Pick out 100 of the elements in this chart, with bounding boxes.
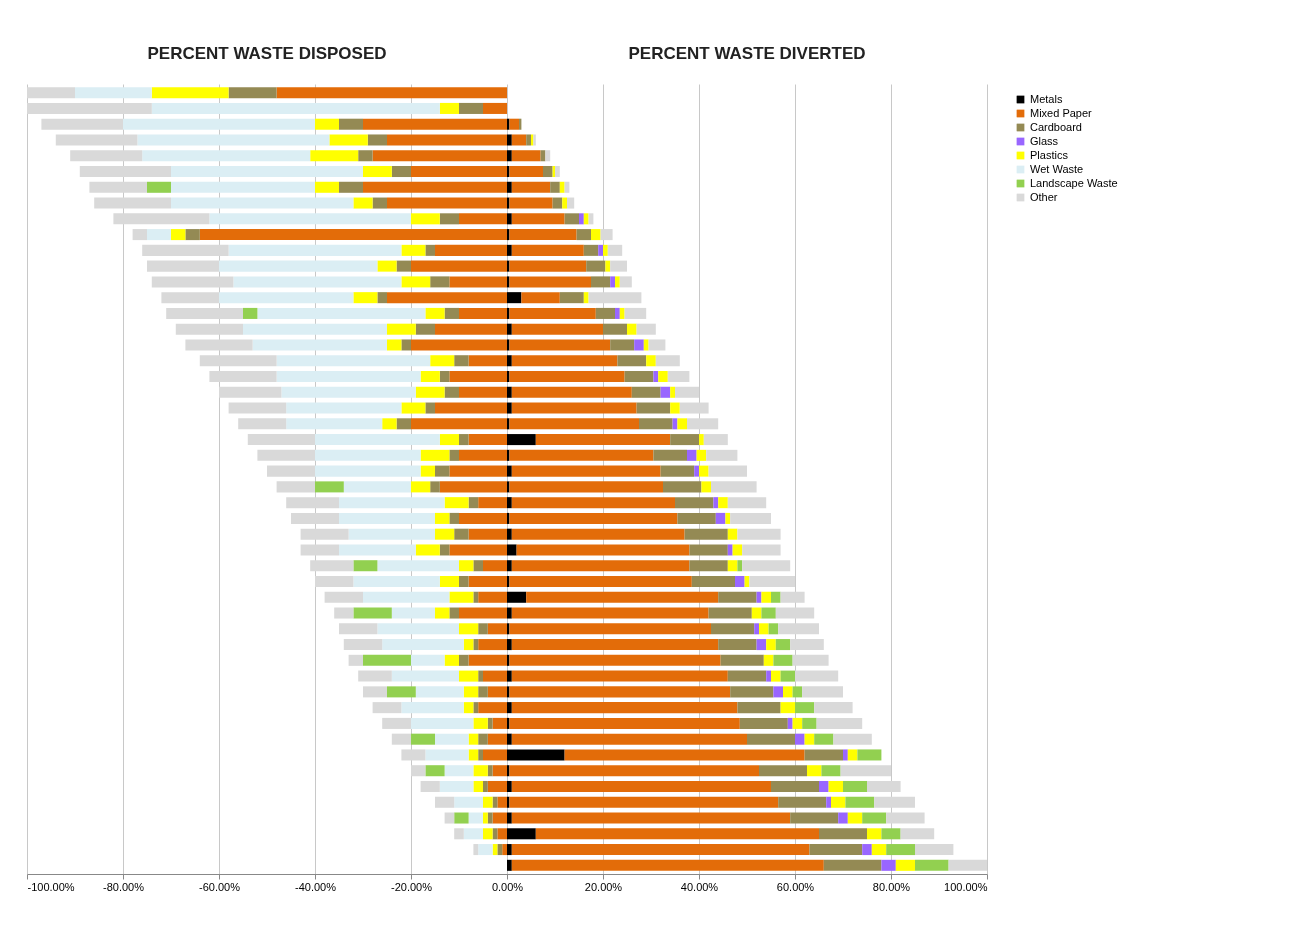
bar (816, 717, 863, 729)
bar (286, 402, 402, 414)
bar (55, 134, 138, 146)
bar (444, 765, 474, 777)
bar (372, 197, 387, 209)
bar (435, 323, 507, 335)
bar (468, 434, 507, 446)
bar (315, 181, 339, 193)
bar (439, 481, 507, 493)
bar (843, 749, 848, 761)
bar (459, 560, 474, 572)
bar (459, 654, 469, 666)
x-tick-label: 80.00% (872, 880, 911, 893)
bar (401, 339, 411, 351)
bar (473, 639, 479, 651)
bar (607, 244, 623, 256)
bar (444, 386, 459, 398)
bar (339, 623, 378, 635)
bar (828, 780, 843, 792)
bar (449, 465, 507, 477)
bar (430, 276, 450, 288)
bar (511, 323, 603, 335)
bar (509, 449, 654, 461)
bar (871, 844, 887, 856)
bar (814, 702, 853, 714)
bar (511, 560, 690, 572)
bar (670, 386, 675, 398)
bar (675, 497, 714, 509)
bar (600, 229, 613, 241)
bar (257, 449, 315, 461)
bar (778, 623, 819, 635)
bar (511, 244, 584, 256)
bar (809, 844, 863, 856)
bar (535, 434, 671, 446)
bar (411, 418, 507, 430)
bar (27, 87, 75, 99)
bar (209, 213, 411, 225)
bar (511, 639, 719, 651)
bar (454, 528, 469, 540)
bar (353, 607, 392, 619)
bar (334, 607, 354, 619)
bar (420, 780, 440, 792)
bar (732, 544, 743, 556)
bar (699, 465, 709, 477)
bar (703, 434, 728, 446)
bar (526, 591, 719, 603)
bar (675, 386, 699, 398)
bar (867, 828, 882, 840)
bar (826, 796, 831, 808)
bar (151, 87, 229, 99)
bar (339, 118, 363, 130)
bar (627, 323, 637, 335)
x-tick-label: 40.00% (680, 880, 719, 893)
bar (502, 844, 507, 856)
bar (507, 181, 512, 193)
bar (511, 497, 675, 509)
x-tick-label: -20.00% (391, 880, 433, 893)
bar (773, 654, 793, 666)
bar (492, 765, 507, 777)
bar (660, 465, 695, 477)
bar (624, 370, 654, 383)
bar (415, 323, 435, 335)
bar (509, 260, 587, 272)
bar (739, 717, 788, 729)
bar (411, 481, 431, 493)
bar (94, 197, 171, 209)
bar (559, 181, 565, 193)
bar (509, 370, 625, 383)
bar (511, 859, 824, 871)
bar (478, 749, 483, 761)
bar (684, 528, 728, 540)
bar (348, 528, 435, 540)
bar (511, 702, 738, 714)
bar (468, 528, 507, 540)
bar (387, 339, 402, 351)
bar (449, 544, 507, 556)
bar (343, 639, 383, 651)
bar (439, 102, 459, 114)
bar (363, 166, 392, 178)
bar (478, 733, 488, 745)
bar (358, 150, 373, 162)
bar (478, 639, 507, 651)
bar (425, 307, 445, 319)
bar (507, 150, 512, 162)
bar (511, 812, 791, 824)
bar (420, 449, 450, 461)
bar (615, 276, 620, 288)
bar (478, 686, 488, 698)
bar (276, 355, 431, 367)
bar (463, 639, 474, 651)
bar (814, 733, 834, 745)
bar (171, 229, 186, 241)
bar (478, 623, 488, 635)
bar (742, 544, 781, 556)
bar (564, 213, 579, 225)
bar (444, 812, 455, 824)
bar (507, 733, 512, 745)
bar (759, 623, 769, 635)
bar (425, 749, 469, 761)
bar (339, 181, 363, 193)
